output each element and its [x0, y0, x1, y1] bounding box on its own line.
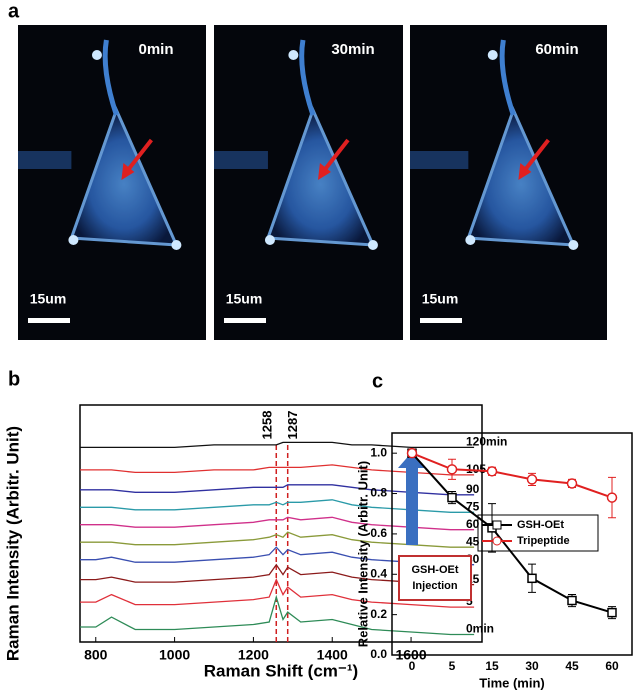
marker: [607, 607, 617, 618]
annotation-box: [398, 555, 472, 601]
arrow-head: [518, 163, 532, 180]
series-label: 5: [466, 594, 473, 608]
plot-frame: [79, 404, 483, 643]
x-axis-label: Raman Shift (cm⁻¹): [204, 661, 358, 680]
spot: [171, 240, 182, 250]
series-line: [411, 452, 613, 499]
x-tick-label: 45: [565, 659, 579, 673]
marker: [606, 492, 618, 503]
series-label: 105: [466, 462, 486, 476]
panel-label: a: [8, 0, 20, 22]
legend-marker: [492, 520, 502, 530]
spot: [465, 235, 476, 245]
marker: [567, 595, 577, 606]
spot: [367, 240, 378, 250]
legend-marker: [492, 536, 502, 546]
spot: [568, 240, 579, 250]
y-tick-label: 0.4: [370, 566, 387, 580]
legend-label: GSH-OEt: [517, 519, 564, 531]
time-label: 0min: [138, 41, 173, 58]
panel-label: b: [8, 368, 20, 390]
x-axis-label: Time (min): [479, 675, 545, 690]
series-label: 90: [466, 482, 480, 496]
scale-label: 15um: [226, 291, 263, 307]
marker: [406, 447, 418, 459]
neurite: [102, 39, 119, 116]
annotation: Injection: [412, 580, 458, 592]
marker: [566, 478, 578, 489]
x-tick-label: 60: [605, 659, 619, 673]
arrow: [124, 138, 153, 174]
scale-bar: [224, 318, 266, 323]
arrow: [521, 138, 550, 174]
scale-bar: [420, 318, 462, 323]
series-line: [411, 452, 613, 614]
y-tick-label: 1.0: [370, 445, 387, 459]
spectrum: [80, 499, 475, 513]
x-tick-label: 1000: [159, 647, 190, 663]
spectrum: [80, 464, 475, 476]
spectrum: [80, 563, 475, 586]
scale-label: 15um: [422, 291, 459, 307]
peak-label: 1287: [285, 411, 300, 440]
y-tick-label: 0.8: [370, 486, 387, 500]
marker: [446, 464, 458, 475]
legend-label: Tripeptide: [517, 535, 570, 547]
scale-label: 15um: [30, 291, 67, 307]
y-tick-label: 0.2: [370, 607, 387, 621]
neurite: [499, 39, 516, 116]
spot: [288, 50, 299, 60]
spectrum: [80, 441, 475, 449]
x-tick-label: 1400: [317, 647, 348, 663]
spectrum: [80, 484, 475, 496]
y-tick-label: 0.0: [370, 647, 387, 661]
x-tick-label: 1200: [238, 647, 269, 663]
time-label: 30min: [331, 41, 374, 58]
arrow-head: [317, 163, 331, 180]
series-label: 0min: [466, 622, 494, 636]
neurite: [299, 39, 316, 116]
series-label: 45: [466, 534, 480, 548]
spectrum: [80, 594, 475, 636]
injection-arrow: [398, 452, 426, 545]
x-tick-label: 800: [84, 647, 108, 663]
y-axis-label: Raman Intensity (Arbitr. Unit): [3, 426, 22, 661]
series-label: 75: [466, 499, 480, 513]
annotation: GSH-OEt: [411, 564, 458, 576]
spot: [91, 50, 102, 60]
marker: [526, 474, 538, 485]
spot: [487, 50, 498, 60]
spectrum: [80, 577, 475, 608]
series-label: 120min: [466, 435, 507, 449]
panel-label: c: [372, 370, 383, 392]
x-tick-label: 15: [485, 659, 499, 673]
legend-box: [477, 514, 599, 552]
x-tick-label: 5: [449, 659, 456, 673]
arrow-head: [121, 163, 135, 180]
peak-label: 1258: [260, 411, 275, 440]
x-tick-label: 0: [409, 659, 416, 673]
marker: [447, 492, 457, 503]
time-label: 60min: [535, 41, 578, 58]
spectrum: [80, 516, 475, 531]
spot: [68, 235, 79, 245]
plot-frame: [391, 432, 633, 656]
marker: [486, 466, 498, 477]
series-label: 60: [466, 517, 480, 531]
scale-bar: [28, 318, 70, 323]
y-tick-label: 0.6: [370, 526, 387, 540]
spectrum: [80, 531, 475, 548]
arrow: [321, 138, 350, 174]
x-tick-label: 30: [525, 659, 539, 673]
spot: [264, 235, 275, 245]
marker: [527, 573, 537, 584]
spectrum: [80, 546, 475, 566]
y-axis-label: Relative Intensity (Arbitr. Unit): [355, 461, 370, 647]
